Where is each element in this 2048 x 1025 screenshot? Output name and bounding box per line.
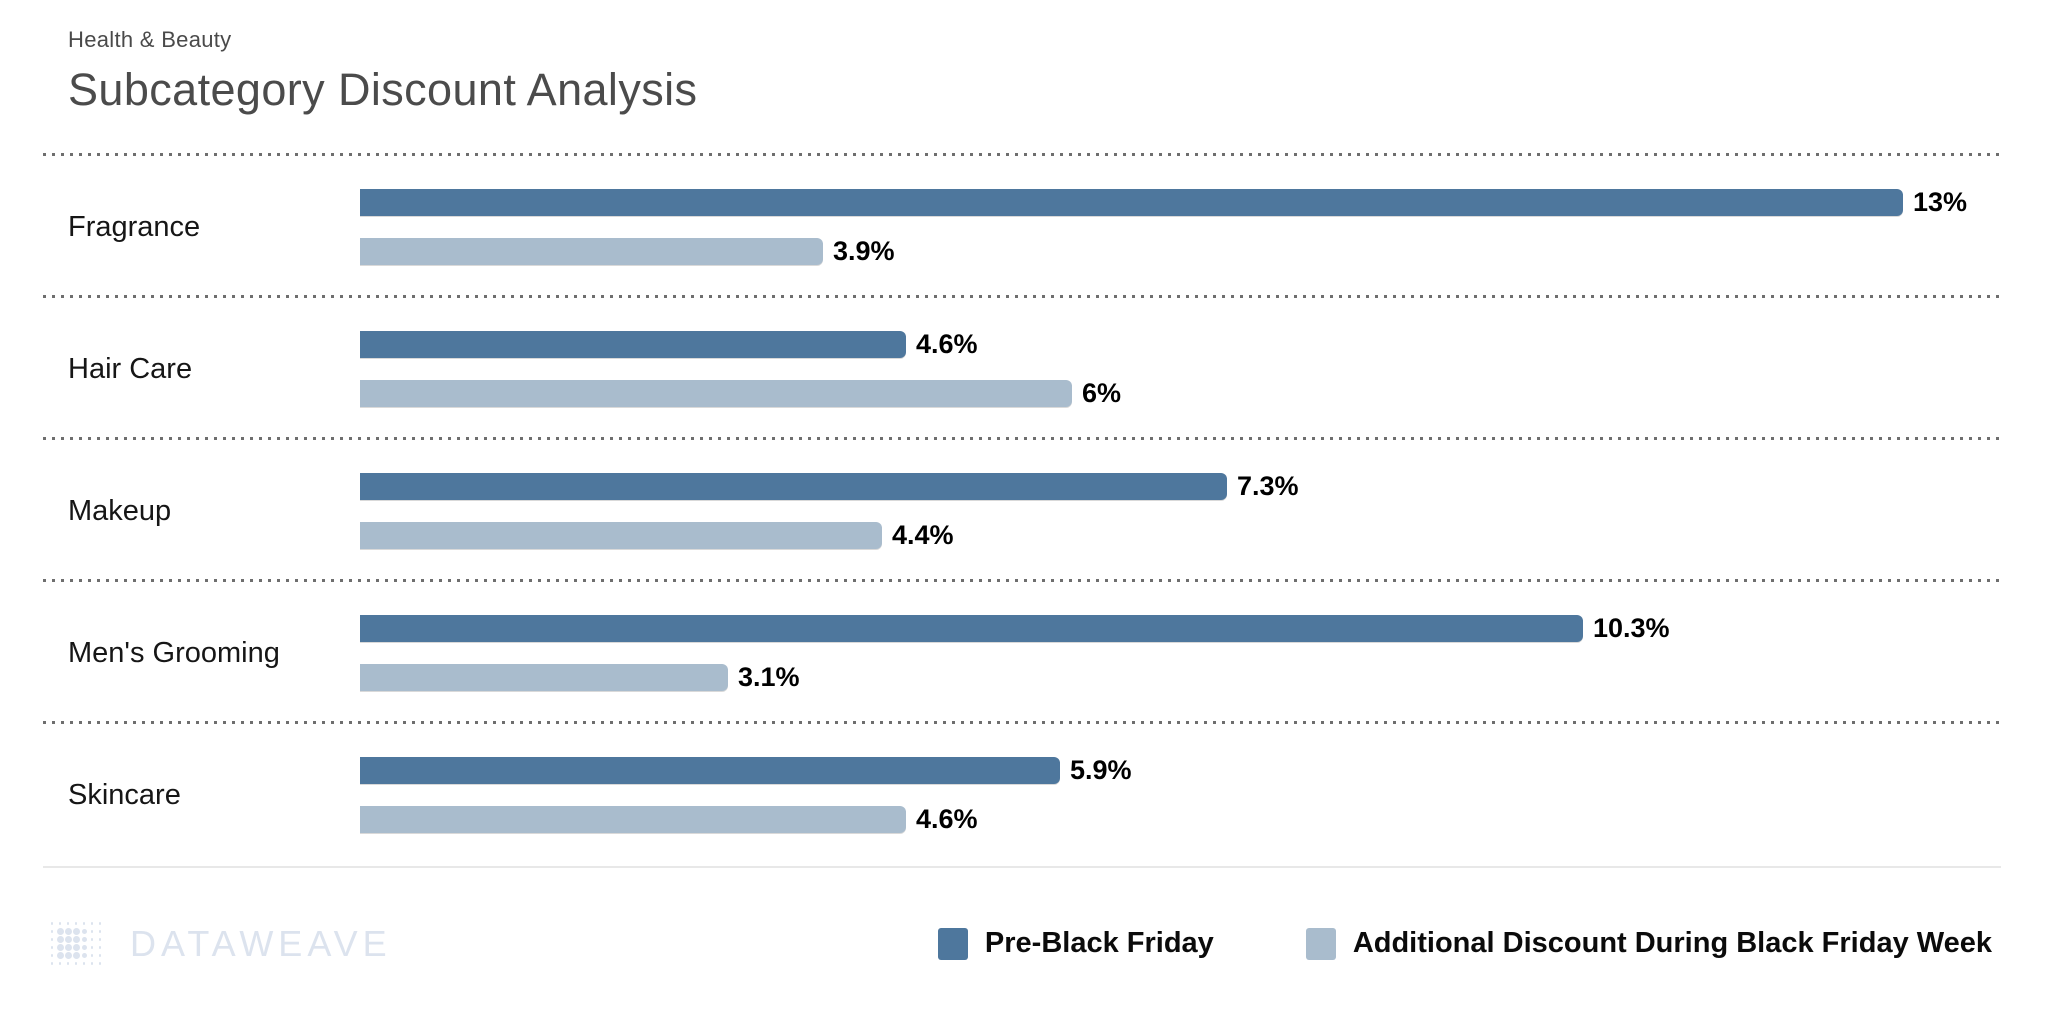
bar-value-label: 4.6% (916, 329, 978, 359)
row-separator (43, 579, 2001, 582)
legend-swatch-light (1305, 927, 1336, 960)
footer-divider (43, 866, 2001, 868)
bar-group: 10.3% (360, 613, 2048, 643)
dataweave-logo-text: DATAWEAVE (130, 922, 392, 964)
legend: Pre-Black Friday Additional Discount Dur… (937, 927, 1992, 960)
legend-swatch-dark (937, 927, 968, 960)
chart-row: Makeup 7.3% 4.4% (0, 440, 2048, 582)
bar-value-label: 10.3% (1593, 613, 1670, 643)
row-separator (43, 295, 2001, 298)
bar-group: 6% (360, 378, 2048, 408)
bar-value-label: 3.1% (738, 662, 800, 692)
category-label: Men's Grooming (68, 636, 280, 669)
category-label: Makeup (68, 494, 172, 527)
bar-value-label: 7.3% (1237, 471, 1299, 501)
category-eyebrow: Health & Beauty (68, 27, 232, 52)
chart-area: Fragrance 13% 3.9% Hair Care 4.6% 6% Makeup 7.3… (0, 156, 2048, 866)
bar-group: 4.6% (360, 804, 2048, 834)
legend-label: Additional Discount During Black Friday … (1352, 927, 1992, 959)
chart-row: Men's Grooming 10.3% 3.1% (0, 582, 2048, 724)
bar-additional-discount (360, 664, 728, 691)
bar-value-label: 13% (1913, 187, 1968, 217)
bar-group: 3.1% (360, 662, 2048, 692)
bar-pre-black-friday (360, 331, 906, 358)
legend-label: Pre-Black Friday (984, 927, 1214, 959)
bar-additional-discount (360, 380, 1072, 407)
bar-pre-black-friday (360, 757, 1060, 784)
legend-item-additional-discount: Additional Discount During Black Friday … (1305, 927, 1992, 960)
bar-value-label: 4.4% (892, 520, 954, 550)
chart-row: Fragrance 13% 3.9% (0, 156, 2048, 298)
dataweave-logo-icon (48, 920, 104, 968)
bar-pre-black-friday (360, 189, 1903, 216)
bar-additional-discount (360, 522, 882, 549)
bar-group: 7.3% (360, 471, 2048, 501)
bar-pre-black-friday (360, 473, 1227, 500)
bar-value-label: 5.9% (1070, 755, 1132, 785)
bar-additional-discount (360, 238, 823, 265)
bar-group: 13% (360, 187, 2048, 217)
chart-row: Hair Care 4.6% 6% (0, 298, 2048, 440)
bar-value-label: 3.9% (833, 236, 895, 266)
bar-value-label: 4.6% (916, 804, 978, 834)
row-separator (43, 721, 2001, 724)
title-separator (43, 153, 2001, 156)
bar-group: 5.9% (360, 755, 2048, 785)
bar-pre-black-friday (360, 615, 1583, 642)
bar-group: 4.6% (360, 329, 2048, 359)
legend-item-pre-black-friday: Pre-Black Friday (937, 927, 1214, 960)
footer: DATAWEAVE Pre-Black Friday Additional Di… (0, 868, 2048, 1019)
page-title: Subcategory Discount Analysis (68, 64, 698, 115)
chart-row: Skincare 5.9% 4.6% (0, 724, 2048, 866)
bar-group: 3.9% (360, 236, 2048, 266)
category-label: Skincare (68, 778, 181, 811)
dataweave-logo: DATAWEAVE (48, 920, 392, 968)
category-label: Hair Care (68, 352, 193, 385)
bar-value-label: 6% (1082, 378, 1122, 408)
bar-group: 4.4% (360, 520, 2048, 550)
category-label: Fragrance (68, 210, 201, 243)
bar-additional-discount (360, 806, 906, 833)
row-separator (43, 437, 2001, 440)
